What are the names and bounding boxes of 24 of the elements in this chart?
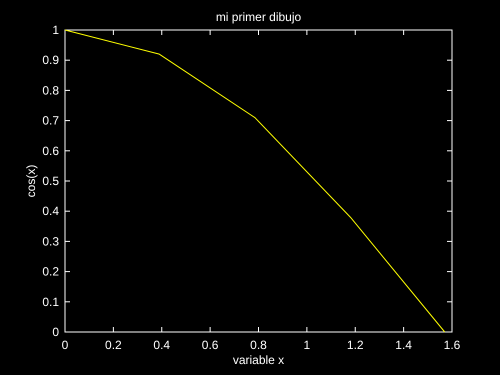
y-tick-label: 0.3 (42, 234, 60, 248)
y-tick-label: 0.1 (42, 294, 60, 309)
x-tick-label: 1 (304, 338, 311, 352)
y-axis-title: cos(x) (24, 164, 38, 198)
x-tick-label: 0.8 (250, 338, 268, 352)
y-tick-label: 1 (52, 23, 60, 37)
x-tick-label: 1.6 (444, 338, 461, 352)
y-tick-label: 0.7 (42, 114, 60, 128)
y-tick-label: 0.8 (42, 83, 60, 98)
x-tick-label: 0.6 (202, 338, 219, 352)
x-tick-label: 0.2 (105, 338, 122, 352)
x-axis-title: variable x (232, 353, 284, 367)
y-tick-label: 0.2 (42, 264, 60, 279)
y-tick-label: 0.5 (42, 174, 60, 188)
y-tick-label: 0 (52, 325, 60, 339)
line-series (64, 30, 446, 332)
x-tick-label: 1.2 (346, 338, 364, 352)
x-tick-label: 0 (62, 338, 69, 352)
y-tick-label: 0.4 (42, 204, 60, 218)
y-tick-label: 0.6 (42, 144, 60, 158)
x-tick-label: 0.4 (153, 338, 170, 352)
x-tick-label: 1.4 (395, 338, 412, 352)
y-tick-label: 0.9 (42, 53, 60, 68)
chart-title: mi primer dibujo (216, 10, 302, 24)
